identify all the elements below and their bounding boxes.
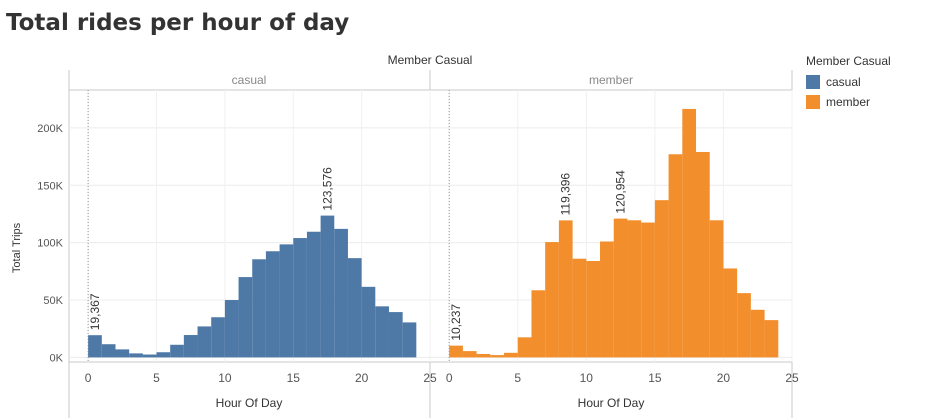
x-tick-label: 5 — [153, 371, 160, 385]
bar-casual-hour-6[interactable] — [170, 344, 184, 358]
y-tick-label: 0K — [50, 352, 64, 364]
bar-casual-hour-5[interactable] — [156, 352, 171, 358]
legend-item-casual[interactable]: casual — [806, 72, 891, 92]
bar-member-hour-7[interactable] — [545, 242, 559, 358]
bar-casual-hour-19[interactable] — [347, 258, 362, 358]
legend-swatch-member — [806, 95, 820, 109]
bar-member-hour-23[interactable] — [764, 320, 779, 358]
x-tick-label: 10 — [580, 371, 594, 385]
legend-label-member: member — [826, 95, 871, 109]
bar-casual-hour-11[interactable] — [238, 277, 253, 358]
bar-casual-hour-12[interactable] — [252, 259, 266, 358]
bar-member-hour-19[interactable] — [709, 220, 724, 358]
bar-casual-hour-16[interactable] — [306, 231, 321, 358]
bar-member-hour-3[interactable] — [490, 355, 505, 358]
page-title: Total rides per hour of day — [6, 10, 350, 36]
bar-casual-hour-8[interactable] — [197, 326, 212, 358]
bar-casual-hour-18[interactable] — [334, 228, 348, 358]
data-label-member-hour-12: 120,954 — [614, 170, 628, 214]
x-axis-label-casual: Hour Of Day — [216, 396, 283, 410]
bar-casual-hour-3[interactable] — [129, 353, 143, 358]
legend-swatch-casual — [806, 75, 820, 89]
x-tick-label: 15 — [648, 371, 662, 385]
bar-member-hour-20[interactable] — [723, 268, 738, 358]
legend-item-member[interactable]: member — [806, 92, 891, 112]
x-tick-label: 0 — [446, 371, 453, 385]
bar-casual-hour-17[interactable] — [320, 215, 335, 358]
x-tick-label: 25 — [785, 371, 799, 385]
bar-casual-hour-10[interactable] — [224, 300, 239, 358]
y-axis-ticks: 0K 50K 100K 150K 200K — [37, 123, 63, 365]
bar-member-hour-15[interactable] — [654, 200, 669, 358]
bar-member-hour-4[interactable] — [504, 352, 518, 358]
bar-casual-hour-1[interactable] — [101, 344, 116, 358]
panel-casual: 0 5 10 15 20 25 19,367 123,576 — [85, 90, 437, 385]
bar-member-hour-12[interactable] — [613, 218, 628, 358]
x-tick-label: 5 — [514, 371, 521, 385]
x-tick-label: 15 — [287, 371, 301, 385]
bar-member-hour-14[interactable] — [641, 222, 655, 358]
x-tick-label: 25 — [423, 371, 437, 385]
data-label-member-hour-0: 10,237 — [449, 304, 463, 341]
legend: Member Casual casual member — [806, 54, 891, 112]
bar-member-hour-18[interactable] — [696, 151, 710, 358]
legend-title: Member Casual — [806, 54, 891, 68]
panel-member: 0 5 10 15 20 25 10,237 119,396 120,954 — [446, 90, 799, 385]
bar-casual-hour-23[interactable] — [402, 322, 417, 358]
bar-casual-hour-15[interactable] — [293, 238, 307, 358]
y-axis-label: Total Trips — [11, 222, 23, 273]
panel-header-member: member — [589, 73, 633, 87]
y-tick-label: 50K — [43, 295, 63, 307]
bar-member-hour-21[interactable] — [737, 293, 751, 358]
bar-member-hour-0[interactable] — [449, 345, 463, 358]
bar-casual-hour-0[interactable] — [88, 335, 102, 358]
y-tick-label: 100K — [37, 238, 63, 250]
bar-member-hour-1[interactable] — [462, 351, 477, 358]
column-header: Member Casual — [388, 53, 473, 67]
data-label-member-hour-8: 119,396 — [559, 173, 573, 216]
bar-member-hour-10[interactable] — [586, 261, 601, 358]
bar-member-hour-8[interactable] — [558, 220, 573, 358]
bar-casual-hour-4[interactable] — [142, 354, 157, 358]
panels: 0 5 10 15 20 25 19,367 123,576 0 5 10 15 20 25 10,237 1… — [85, 90, 799, 385]
bar-member-hour-9[interactable] — [572, 258, 587, 358]
data-label-casual-hour-17: 123,576 — [320, 167, 334, 211]
y-tick-label: 200K — [37, 123, 63, 135]
x-tick-label: 0 — [85, 371, 92, 385]
bar-member-hour-2[interactable] — [476, 353, 491, 358]
bar-casual-hour-13[interactable] — [265, 251, 280, 358]
data-label-casual-hour-0: 19,367 — [88, 293, 102, 330]
x-tick-label: 20 — [717, 371, 731, 385]
bar-member-hour-22[interactable] — [750, 309, 765, 358]
x-tick-label: 20 — [355, 371, 369, 385]
bar-casual-hour-20[interactable] — [361, 286, 376, 358]
bar-casual-hour-9[interactable] — [211, 317, 225, 358]
bar-member-hour-5[interactable] — [517, 337, 532, 358]
panel-header-casual: casual — [232, 73, 267, 87]
bar-member-hour-6[interactable] — [531, 290, 546, 358]
bar-member-hour-16[interactable] — [668, 154, 683, 358]
bar-member-hour-11[interactable] — [600, 241, 614, 358]
bar-casual-hour-22[interactable] — [388, 312, 403, 358]
legend-label-casual: casual — [826, 75, 861, 89]
bar-casual-hour-7[interactable] — [183, 335, 198, 358]
bar-member-hour-17[interactable] — [682, 108, 697, 358]
y-tick-label: 150K — [37, 180, 63, 192]
bar-member-hour-13[interactable] — [627, 220, 642, 358]
bar-casual-hour-14[interactable] — [279, 244, 294, 358]
x-tick-label: 10 — [218, 371, 232, 385]
bar-casual-hour-21[interactable] — [375, 306, 389, 358]
bar-casual-hour-2[interactable] — [115, 349, 130, 358]
x-axis-label-member: Hour Of Day — [578, 396, 645, 410]
